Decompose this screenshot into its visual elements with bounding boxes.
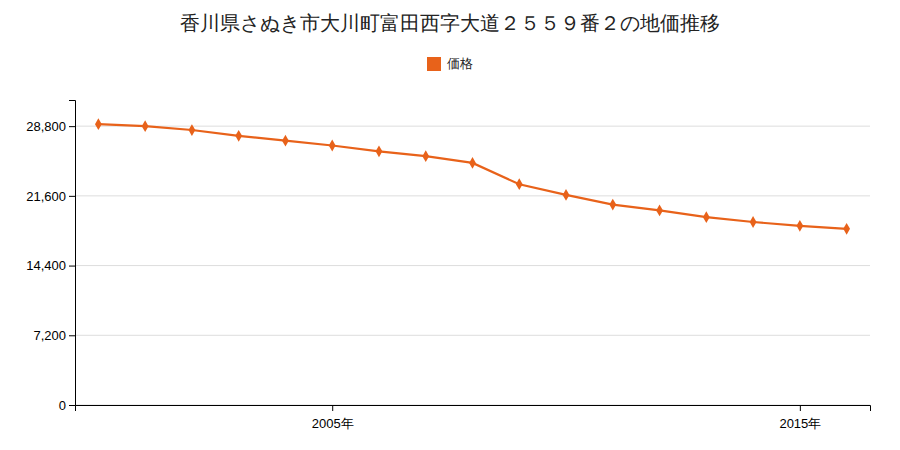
title: 香川県さぬき市大川町富田西字大道２５５９番２の地価推移	[180, 11, 720, 35]
y-tick-label: 14,400	[26, 258, 66, 273]
point	[469, 157, 476, 169]
point	[95, 118, 102, 130]
point	[843, 223, 850, 235]
x-axis-line	[76, 406, 871, 412]
y-tick-mark	[69, 266, 75, 267]
point	[329, 140, 336, 152]
point	[750, 216, 757, 228]
point	[609, 199, 616, 211]
point	[235, 130, 242, 142]
y-axis: 0 7,200 14,400 21,600 28,800	[26, 101, 75, 413]
legend: 価格	[427, 56, 473, 71]
grid-line	[75, 195, 870, 196]
point	[563, 189, 570, 201]
chart: 香川県さぬき市大川町富田西字大道２５５９番２の地価推移 2005年 2015年 0 7,…	[0, 0, 900, 450]
line	[98, 124, 846, 229]
marks	[95, 118, 850, 234]
y-tick-label: 21,600	[26, 189, 66, 204]
x-tick-mark	[332, 405, 333, 411]
y-tick-mark	[69, 126, 75, 127]
y-tick-mark	[69, 335, 75, 336]
y-tick: 14,400	[26, 258, 75, 273]
x-tick-label: 2015年	[779, 416, 821, 431]
point	[796, 220, 803, 232]
x-tick: 2015年	[779, 405, 821, 431]
point	[189, 124, 196, 136]
x-axis: 2005年 2015年	[76, 405, 871, 431]
grid	[75, 126, 870, 405]
point	[656, 204, 663, 216]
legend-swatch	[427, 57, 441, 71]
y-tick: 7,200	[33, 328, 75, 343]
grid-line	[75, 265, 870, 266]
y-tick-label: 28,800	[26, 119, 66, 134]
y-tick: 28,800	[26, 119, 75, 134]
y-tick: 0	[59, 398, 75, 413]
legend-label: 価格	[447, 56, 473, 71]
point	[703, 211, 710, 223]
plot: 2005年 2015年 0 7,200 14,400 21,600 28,800	[26, 101, 870, 432]
y-tick-mark	[69, 405, 75, 406]
y-tick-mark	[69, 196, 75, 197]
x-tick-label: 2005年	[312, 416, 354, 431]
point	[282, 135, 289, 147]
point	[422, 150, 429, 162]
y-tick: 21,600	[26, 189, 75, 204]
y-tick-label: 0	[59, 398, 66, 413]
x-tick-mark	[800, 405, 801, 411]
point	[142, 120, 149, 132]
legend-item: 価格	[427, 56, 473, 71]
y-axis-line	[69, 101, 76, 406]
point	[516, 178, 523, 190]
grid-line	[75, 126, 870, 127]
y-tick-label: 7,200	[33, 328, 66, 343]
point	[376, 145, 383, 157]
grid-line	[75, 335, 870, 336]
x-tick: 2005年	[312, 405, 354, 431]
